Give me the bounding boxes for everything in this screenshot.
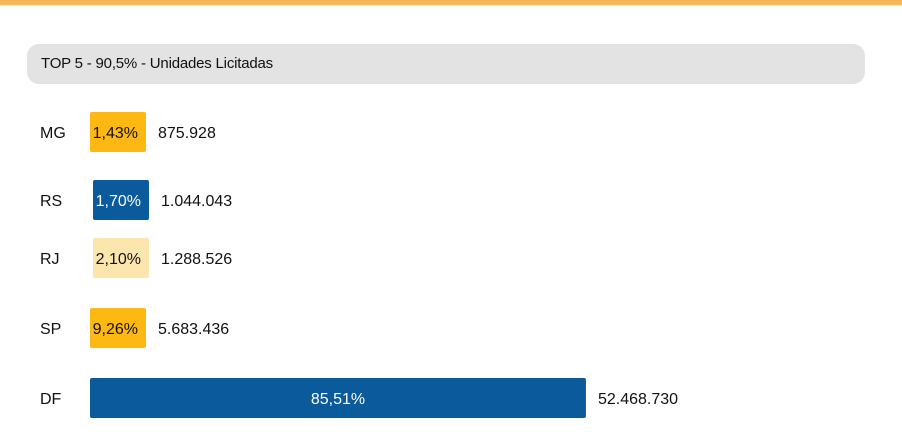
- chart-title: TOP 5 - 90,5% - Unidades Licitadas: [41, 55, 273, 72]
- value-label-rs: 1.044.043: [161, 193, 232, 210]
- category-label-df: DF: [40, 391, 62, 408]
- bar-sp: [90, 308, 146, 348]
- bar-rs: [93, 180, 149, 220]
- value-label-rj: 1.288.526: [161, 251, 232, 268]
- percent-label-rs: 1,70%: [96, 193, 141, 210]
- category-label-mg: MG: [40, 125, 66, 142]
- value-label-mg: 875.928: [158, 125, 216, 142]
- category-label-rs: RS: [40, 193, 62, 210]
- bar-mg: [90, 112, 146, 152]
- category-label-sp: SP: [40, 321, 61, 338]
- value-label-df: 52.468.730: [598, 391, 678, 408]
- percent-label-df: 85,51%: [311, 391, 365, 408]
- bar-rj: [93, 238, 149, 278]
- bar-df: [90, 378, 586, 418]
- percent-label-sp: 9,26%: [93, 321, 138, 338]
- chart-header: TOP 5 - 90,5% - Unidades Licitadas: [27, 44, 865, 84]
- value-label-sp: 5.683.436: [158, 321, 229, 338]
- percent-label-rj: 2,10%: [96, 251, 141, 268]
- top-accent-bar: [0, 0, 902, 5]
- category-label-rj: RJ: [40, 251, 60, 268]
- percent-label-mg: 1,43%: [93, 125, 138, 142]
